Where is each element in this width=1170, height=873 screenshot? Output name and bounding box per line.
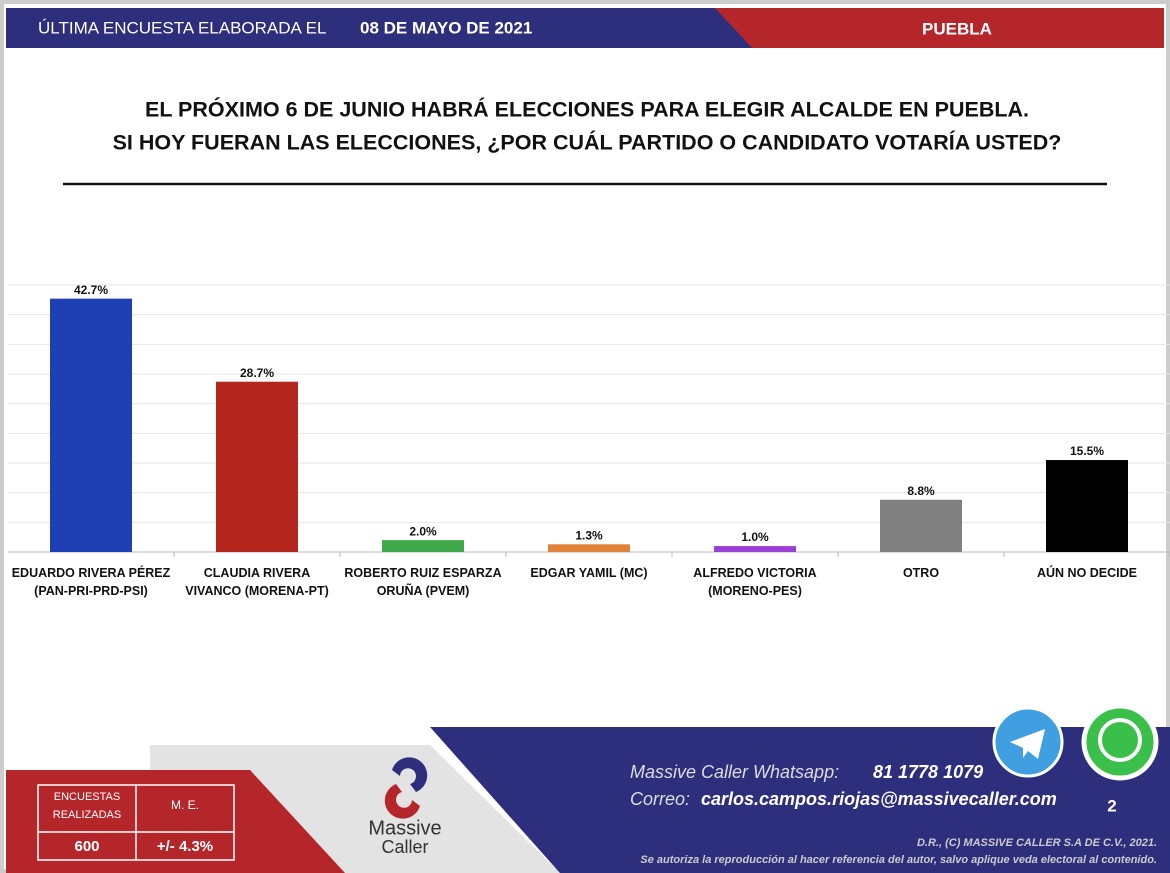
bar [382,540,464,552]
surveys-label: REALIZADAS [53,809,121,821]
bar [50,298,132,552]
bar [1046,460,1128,552]
page-number: 2 [1107,796,1116,815]
value-label: 15.5% [1070,444,1104,458]
header-prefix: ÚLTIMA ENCUESTA ELABORADA EL [38,18,326,37]
value-label: 1.0% [741,530,769,544]
whatsapp-label: Massive Caller Whatsapp: [630,762,839,782]
x-tick-label: EDUARDO RIVERA PÉREZ (PAN-PRI-PRD-PSI) [11,566,171,598]
logo-mark [392,757,428,792]
x-tick-label: OTRO [902,566,940,580]
value-label: 2.0% [409,524,437,538]
value-label: 8.8% [907,484,935,498]
rights: D.R., (C) MASSIVE CALLER S.A DE C.V., 20… [917,837,1157,849]
me-value: +/- 4.3% [157,838,213,855]
email: carlos.campos.riojas@massivecaller.com [701,789,1057,809]
telegram-glyph [1010,729,1045,759]
chart-title: EL PRÓXIMO 6 DE JUNIO HABRÁ ELECCIONES P… [145,97,1029,122]
notice: Se autoriza la reproducción al hacer ref… [640,854,1157,866]
logo-text: Caller [381,837,428,857]
whatsapp-glyph [1098,718,1142,762]
footer-red [6,770,345,873]
value-label: 42.7% [74,283,108,297]
logo-mark [384,784,420,819]
bar [714,546,796,552]
x-tick-label: AÚN NO DECIDE [1036,566,1137,580]
header-date: 08 DE MAYO DE 2021 [360,18,532,37]
footer-blue [430,727,1170,873]
x-tick-label: ALFREDO VICTORIA (MORENO-PES) [693,566,817,598]
header-region: PUEBLA [922,19,992,38]
logo-text: Massive [368,817,441,839]
whatsapp-icon[interactable] [1081,703,1159,781]
me-label: M. E. [171,798,199,812]
chart-subtitle: SI HOY FUERAN LAS ELECCIONES, ¿POR CUÁL … [113,130,1062,155]
whatsapp-number: 81 1778 1079 [873,762,983,782]
x-tick-label: ROBERTO RUIZ ESPARZA ORUÑA (PVEM) [344,566,502,598]
bar [548,544,630,552]
bar [216,381,298,552]
bar [880,499,962,552]
surveys-label: ENCUESTAS [54,791,120,803]
header-blue [6,8,752,48]
value-label: 1.3% [575,528,603,542]
x-tick-label: EDGAR YAMIL (MC) [530,566,648,580]
email-label: Correo: [630,789,690,809]
value-label: 28.7% [240,366,274,380]
x-tick-label: CLAUDIA RIVERA VIVANCO (MORENA-PT) [185,566,329,598]
surveys-value: 600 [74,838,99,855]
